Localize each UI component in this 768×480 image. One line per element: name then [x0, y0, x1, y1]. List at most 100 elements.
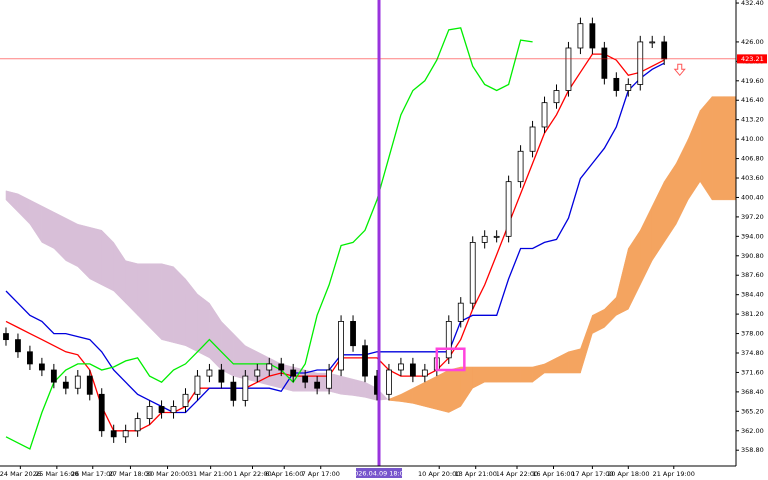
price-tag-label: 423.21	[741, 55, 764, 63]
y-tick-label: 397.20	[741, 213, 764, 221]
y-tick-label: 368.40	[741, 388, 764, 396]
candle-body	[3, 333, 9, 341]
x-tick-label: 26 Mar 17:00	[71, 470, 114, 478]
candle-body	[541, 102, 548, 128]
cloud-segment	[161, 263, 174, 343]
candle-body	[182, 393, 189, 407]
candle-body	[493, 235, 500, 238]
candle-body	[242, 375, 249, 401]
cursor-tag-label: 2026.04.09 18:00	[350, 470, 408, 478]
cloud-segment	[723, 96, 736, 201]
candle-body	[278, 363, 285, 371]
y-tick-label: 426.00	[741, 38, 764, 46]
plot-area	[0, 0, 736, 466]
candle-body	[517, 150, 524, 183]
x-tick-label: 13 Apr 21:00	[455, 470, 497, 478]
y-tick-label: 374.80	[741, 349, 764, 357]
candle-body	[158, 406, 165, 413]
candle-body	[38, 363, 45, 371]
highlight-box	[435, 347, 466, 372]
cloud-segment	[496, 366, 509, 383]
candle-body	[62, 381, 69, 389]
cloud-segment	[520, 366, 533, 383]
x-tick-label: 7 Apr 17:00	[302, 470, 340, 478]
candle-body	[230, 381, 237, 401]
x-tick-label: 30 Mar 20:00	[146, 470, 189, 478]
y-tick-label: 419.60	[741, 77, 764, 85]
y-tick-label: 358.80	[741, 446, 764, 454]
cloud-segment	[436, 369, 450, 413]
cloud-segment	[424, 375, 438, 410]
candle-body	[302, 375, 309, 383]
y-tick-label: 384.40	[741, 291, 764, 299]
x-tick-label: 1 Apr 22:00	[233, 470, 271, 478]
candle-body	[637, 41, 644, 85]
candle-body	[266, 363, 273, 371]
candle-body	[27, 351, 33, 365]
x-tick-label: 17 Apr 17:00	[571, 470, 613, 478]
candle-body	[398, 363, 404, 371]
x-tick-label: 10 Apr 20:00	[418, 470, 460, 478]
candle-body	[613, 77, 620, 91]
y-tick-label: 416.40	[741, 96, 764, 104]
candle-body	[218, 369, 225, 383]
candle-body	[421, 369, 428, 377]
x-tick-label: 21 Apr 19:00	[653, 470, 695, 478]
price-tag	[737, 54, 767, 64]
signal-arrow	[673, 63, 686, 77]
cloud-segment	[508, 366, 521, 383]
cloud-segment	[448, 366, 461, 413]
candle-body	[409, 363, 416, 377]
candle-body	[661, 41, 668, 60]
candle-body	[50, 369, 57, 383]
candle-body	[649, 41, 656, 44]
cloud-segment	[173, 266, 186, 347]
y-tick-label: 413.20	[741, 116, 764, 124]
cloud-segment	[340, 375, 354, 396]
cloud-segment	[197, 293, 210, 359]
cloud-segment	[699, 95, 713, 201]
candle-body	[194, 375, 201, 395]
candle-body	[589, 23, 596, 49]
candle-body	[577, 23, 584, 49]
y-tick-label: 403.60	[741, 174, 764, 182]
x-tick-label: 31 Mar 21:00	[189, 470, 232, 478]
cloud-segment	[65, 217, 79, 268]
candle-body	[625, 84, 632, 91]
x-tick-label: 25 Mar 16:00	[35, 470, 78, 478]
y-tick-label: 410.00	[741, 135, 764, 143]
x-tick-label: 27 Mar 18:00	[109, 470, 152, 478]
candle-body	[469, 242, 476, 304]
candle-body	[565, 47, 572, 91]
candle-body	[110, 430, 117, 438]
candle-body	[505, 181, 512, 237]
y-tick-label: 365.20	[741, 407, 764, 415]
candle-body	[445, 321, 452, 359]
y-tick-label: 400.40	[741, 193, 764, 201]
y-tick-label: 378.00	[741, 330, 764, 338]
cloud-segment	[352, 378, 366, 398]
candle-body	[122, 430, 129, 438]
x-tick-label: 16 Apr 16:00	[532, 470, 574, 478]
candle-body	[15, 339, 21, 353]
y-tick-label: 381.20	[741, 310, 764, 318]
candle-body	[338, 321, 344, 371]
candle-body	[362, 345, 368, 377]
indicator-line	[5, 62, 665, 414]
cloud-segment	[484, 366, 497, 383]
candle-body	[146, 406, 153, 420]
candle-body	[326, 369, 333, 389]
cloud-segment	[149, 263, 162, 341]
y-tick-label: 362.00	[741, 427, 764, 435]
x-tick-label: 6 Apr 16:00	[265, 470, 303, 478]
candle-body	[601, 47, 608, 79]
y-tick-label: 432.40	[741, 0, 764, 7]
y-tick-label: 371.60	[741, 368, 764, 376]
candle-body	[350, 321, 356, 347]
cloud-segment	[89, 226, 102, 286]
y-tick-label: 394.00	[741, 232, 764, 240]
cursor-tag	[356, 468, 403, 478]
candle-body	[74, 375, 81, 389]
